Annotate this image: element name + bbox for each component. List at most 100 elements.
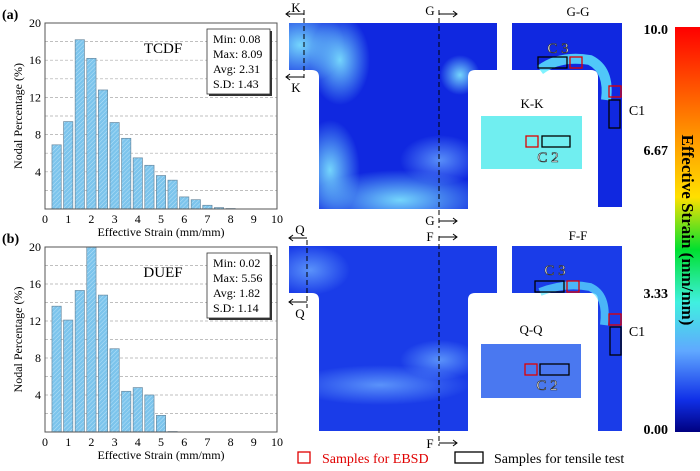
- x-tick-label: 10: [271, 435, 283, 449]
- y-tick-label: 12: [29, 314, 41, 328]
- sample-label-c2: C 2: [536, 378, 557, 394]
- qq-section: [481, 344, 581, 398]
- colorbar-tick: 10.0: [644, 23, 669, 38]
- sample-label-c1: C1: [629, 325, 645, 340]
- x-axis-label: Effective Strain (mm/mm): [97, 225, 224, 239]
- process-label: TCDF: [144, 41, 182, 57]
- duef-ff-section: [512, 246, 622, 431]
- y-tick-label: 20: [29, 240, 41, 254]
- y-tick-label: 12: [29, 90, 41, 104]
- sample-label-c1: C1: [629, 104, 645, 119]
- tcdf-gg-section: [512, 23, 622, 207]
- stats-line: Avg: 2.31: [213, 62, 260, 76]
- ebsd-sample-c2: [524, 363, 538, 376]
- colorbar-tick: 6.67: [644, 144, 669, 159]
- ebsd-sample-c1: [608, 313, 622, 326]
- duef-longitudinal-section: [289, 246, 497, 431]
- x-tick-label: 3: [112, 212, 118, 226]
- y-tick-label: 16: [29, 53, 41, 67]
- x-tick-label: 8: [228, 212, 234, 226]
- colorbar-title: Effective Strain (mm/mm): [678, 135, 697, 326]
- x-tick-label: 0: [42, 212, 48, 226]
- ebsd-sample-c3: [569, 56, 583, 69]
- stats-line: S.D: 1.43: [213, 77, 259, 91]
- sample-label-c3: C 3: [544, 263, 565, 279]
- view-label-kk: K-K: [520, 96, 544, 111]
- x-tick-label: 5: [158, 435, 164, 449]
- x-tick-label: 7: [204, 212, 210, 226]
- tensile-sample-c3: [537, 56, 568, 69]
- section-label-f: F: [426, 229, 433, 244]
- x-tick-label: 6: [181, 212, 187, 226]
- legend-ebsd-swatch: [297, 451, 311, 464]
- y-tick-label: 16: [29, 277, 41, 291]
- tensile-sample-c1: [608, 99, 621, 129]
- section-label-q: Q: [295, 222, 305, 237]
- process-label: DUEF: [143, 265, 182, 281]
- y-axis-label: Nodal Percentage (%): [11, 287, 25, 393]
- x-tick-label: 1: [65, 212, 71, 226]
- stats-line: Avg: 1.82: [213, 286, 260, 300]
- colorbar-tick: 0.00: [644, 423, 669, 438]
- section-label-g: G: [425, 213, 434, 228]
- x-tick-label: 4: [135, 435, 141, 449]
- plot-frame: [44, 22, 278, 210]
- view-label-qq: Q-Q: [519, 322, 543, 337]
- section-label-k: K: [291, 80, 301, 95]
- tcdf-longitudinal-section: [289, 23, 497, 209]
- y-tick-label: 20: [29, 16, 41, 30]
- view-label-gg: G-G: [566, 4, 589, 19]
- stats-line: Max: 5.56: [213, 271, 262, 285]
- stats-line: Min: 0.02: [213, 256, 260, 270]
- tensile-sample-c2: [539, 363, 570, 376]
- kk-section: [481, 116, 582, 169]
- y-tick-label: 8: [35, 351, 41, 365]
- legend-ebsd-label: Samples for EBSD: [322, 452, 429, 467]
- x-tick-label: 9: [251, 212, 257, 226]
- tensile-sample-c2: [541, 135, 571, 148]
- section-label-f: F: [426, 436, 433, 451]
- colorbar-tick: 3.33: [644, 287, 669, 302]
- colorbar: [675, 27, 700, 432]
- ebsd-sample-c1: [608, 85, 622, 98]
- y-axis-label: Nodal Percentage (%): [11, 63, 25, 169]
- stats-line: Max: 8.09: [213, 47, 262, 61]
- ebsd-sample-c3: [566, 280, 580, 293]
- legend-tensile-label: Samples for tensile test: [494, 452, 624, 467]
- x-tick-label: 3: [112, 435, 118, 449]
- stats-line: Min: 0.08: [213, 32, 260, 46]
- y-tick-label: 4: [35, 165, 41, 179]
- section-label-g: G: [425, 3, 434, 18]
- x-tick-label: 5: [158, 212, 164, 226]
- x-tick-label: 8: [228, 435, 234, 449]
- plot-frame: [44, 246, 278, 433]
- x-tick-label: 6: [181, 435, 187, 449]
- section-label-k: K: [291, 0, 301, 15]
- tensile-sample-c1: [609, 326, 622, 356]
- x-tick-label: 4: [135, 212, 141, 226]
- x-tick-label: 1: [65, 435, 71, 449]
- legend-tensile-swatch: [454, 451, 484, 464]
- sample-label-c2: C 2: [537, 150, 558, 166]
- stats-line: S.D: 1.14: [213, 301, 259, 315]
- view-label-ff: F-F: [569, 228, 588, 243]
- stats-box: [206, 252, 271, 319]
- x-tick-label: 0: [42, 435, 48, 449]
- panel-label: (b): [2, 232, 19, 247]
- tensile-sample-c3: [534, 280, 565, 293]
- x-tick-label: 2: [88, 212, 94, 226]
- x-tick-label: 2: [88, 435, 94, 449]
- y-tick-label: 4: [35, 388, 41, 402]
- x-tick-label: 9: [251, 435, 257, 449]
- section-label-q: Q: [295, 306, 305, 321]
- x-tick-label: 7: [204, 435, 210, 449]
- stats-box: [206, 28, 271, 95]
- y-tick-label: 8: [35, 128, 41, 142]
- sample-label-c3: C 3: [547, 41, 568, 57]
- ebsd-sample-c2: [525, 135, 539, 148]
- x-axis-label: Effective Strain (mm/mm): [97, 448, 224, 462]
- panel-label: (a): [2, 8, 19, 23]
